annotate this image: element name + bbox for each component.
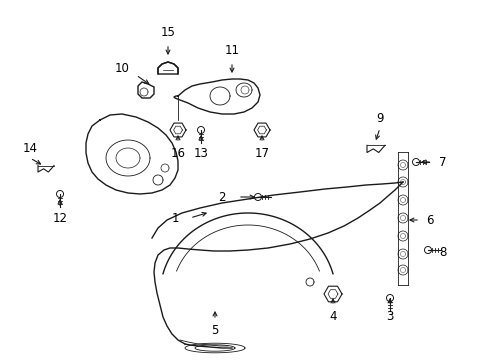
- Text: 2: 2: [218, 190, 225, 203]
- Text: 16: 16: [170, 147, 185, 159]
- Text: 15: 15: [160, 26, 175, 39]
- Text: 11: 11: [224, 44, 239, 57]
- Text: 9: 9: [375, 112, 383, 125]
- Text: 14: 14: [22, 141, 38, 154]
- Polygon shape: [138, 82, 154, 98]
- Text: 6: 6: [426, 213, 433, 226]
- Text: 1: 1: [171, 212, 179, 225]
- Text: 5: 5: [211, 324, 218, 337]
- Text: 3: 3: [386, 310, 393, 323]
- Text: 12: 12: [52, 212, 67, 225]
- Text: 7: 7: [438, 156, 446, 168]
- Polygon shape: [158, 62, 178, 74]
- Text: 13: 13: [193, 147, 208, 159]
- Text: 4: 4: [328, 310, 336, 323]
- Text: 17: 17: [254, 147, 269, 159]
- Text: 8: 8: [438, 246, 446, 258]
- Text: 10: 10: [114, 62, 129, 75]
